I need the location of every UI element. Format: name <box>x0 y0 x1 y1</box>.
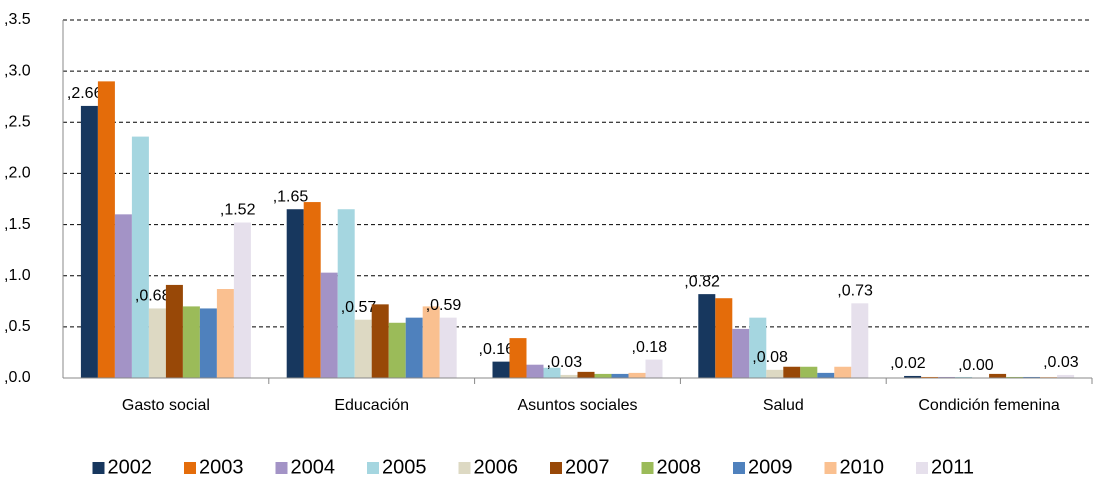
bar <box>938 376 956 378</box>
bar <box>233 222 251 378</box>
legend-swatch <box>184 462 196 474</box>
bar <box>577 371 595 378</box>
data-label: ,0.68 <box>135 288 171 305</box>
x-tick-label: Educación <box>334 397 409 414</box>
bar <box>1023 376 1041 378</box>
bar <box>645 359 663 378</box>
bar <box>492 361 510 378</box>
legend-label: 2007 <box>565 456 610 478</box>
bar <box>114 214 132 378</box>
data-label: ,0.57 <box>341 299 377 316</box>
y-tick-label: ,2.0 <box>4 165 31 182</box>
bar <box>405 317 423 378</box>
bar <box>732 328 750 378</box>
bar <box>80 105 98 379</box>
legend-swatch <box>458 462 471 474</box>
bar <box>817 372 835 378</box>
data-label: ,0.02 <box>890 355 926 372</box>
data-label: ,0.03 <box>1043 354 1079 371</box>
bar <box>320 272 338 378</box>
legend-label: 2008 <box>657 456 702 478</box>
bar <box>165 284 183 378</box>
legend-label: 2004 <box>291 456 336 478</box>
bar <box>766 369 784 378</box>
y-tick-label: ,0.5 <box>4 318 31 335</box>
legend-label: 2003 <box>199 456 244 478</box>
legend-swatch <box>641 462 654 474</box>
legend-label: 2002 <box>108 456 153 478</box>
y-tick-label: ,1.0 <box>4 267 31 284</box>
legend-swatch <box>916 462 928 474</box>
legend-swatch <box>733 462 745 474</box>
legend-label: 2010 <box>840 456 885 478</box>
data-label: ,1.65 <box>273 188 309 205</box>
x-tick-label: Gasto social <box>122 397 210 414</box>
legend-swatch <box>824 462 837 474</box>
bar <box>904 375 922 378</box>
bar <box>851 303 869 378</box>
bar <box>216 289 234 378</box>
bar <box>955 376 973 378</box>
y-tick-label: ,3.5 <box>4 11 31 28</box>
bar <box>439 317 457 378</box>
bar <box>628 372 646 378</box>
data-label: ,2.66 <box>67 85 103 102</box>
data-label: ,0.08 <box>752 349 788 366</box>
legend-swatch <box>92 462 105 474</box>
data-label: ,0.82 <box>684 273 720 290</box>
bar <box>800 366 818 378</box>
bar <box>509 338 527 378</box>
bar <box>1006 376 1024 378</box>
bar <box>388 322 406 378</box>
data-label: ,0.59 <box>426 297 462 314</box>
legend-label: 2011 <box>931 456 974 478</box>
x-tick-label: Salud <box>763 397 804 414</box>
bar <box>783 366 801 378</box>
data-label: ,0.73 <box>837 283 873 300</box>
bar <box>286 209 304 378</box>
bar <box>354 319 372 378</box>
legend-swatch <box>550 462 562 474</box>
data-label: ,0.03 <box>547 354 583 371</box>
legend-swatch <box>275 462 288 474</box>
data-label: ,0.16 <box>479 341 515 358</box>
bar <box>560 374 578 378</box>
legend-label: 2005 <box>382 456 427 478</box>
bar <box>749 317 767 378</box>
y-tick-label: ,3.0 <box>4 62 31 79</box>
bar <box>715 298 733 378</box>
bar <box>182 306 200 378</box>
data-label: ,1.52 <box>220 202 256 219</box>
bar <box>526 364 544 378</box>
bar <box>337 209 355 378</box>
x-tick-label: Asuntos sociales <box>517 397 637 414</box>
bar <box>371 304 389 378</box>
bar <box>1057 374 1075 378</box>
data-label: ,0.00 <box>958 357 994 374</box>
bar <box>698 294 716 378</box>
y-tick-label: ,0.0 <box>4 369 31 386</box>
bar <box>594 373 612 378</box>
bar <box>199 308 217 378</box>
x-tick-label: Condición femenina <box>918 397 1060 414</box>
legend-swatch <box>367 462 379 474</box>
bar <box>543 367 561 378</box>
bar <box>422 306 440 378</box>
bar <box>834 366 852 378</box>
legend-label: 2006 <box>474 456 519 478</box>
bar <box>97 81 115 378</box>
bar <box>303 202 321 378</box>
bar <box>1040 376 1058 378</box>
y-tick-label: ,2.5 <box>4 114 31 131</box>
legend-label: 2009 <box>748 456 793 478</box>
bar <box>921 376 939 378</box>
data-label: ,0.18 <box>632 339 668 356</box>
y-tick-label: ,1.5 <box>4 216 31 233</box>
bar <box>611 373 629 378</box>
bar <box>148 308 166 378</box>
bar <box>131 136 149 378</box>
bar <box>989 373 1007 378</box>
